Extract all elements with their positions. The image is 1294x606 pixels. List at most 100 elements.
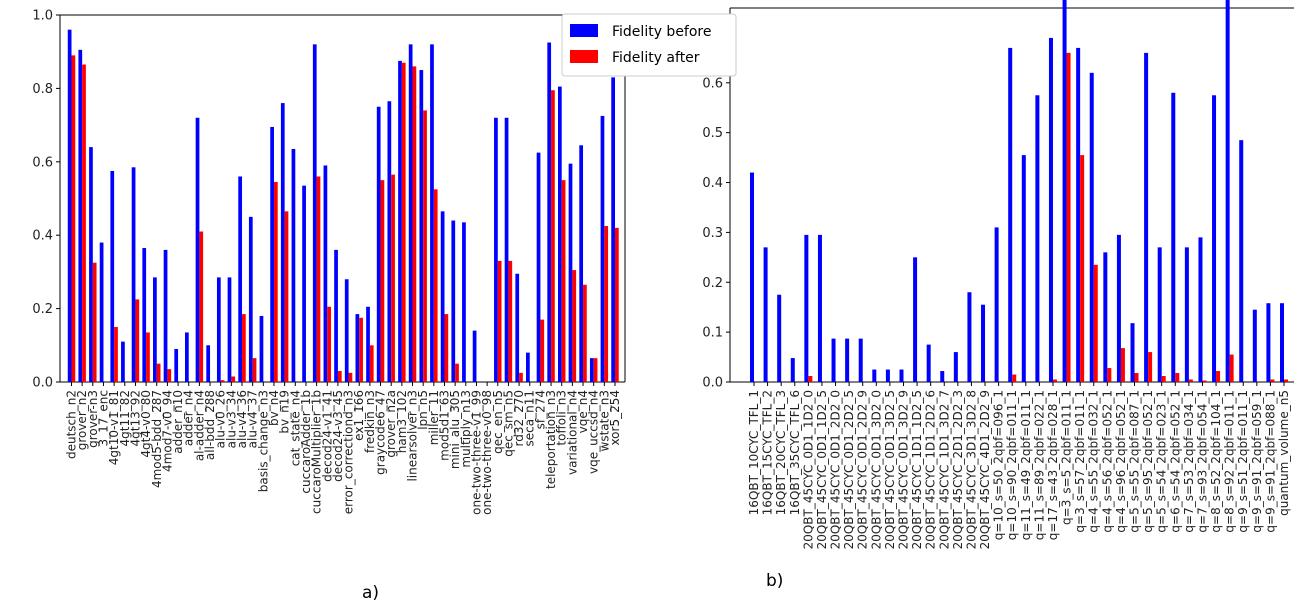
b-bar-before — [967, 292, 972, 382]
a-bar-before — [323, 165, 328, 382]
b-xtick-label: q=5_s=54_2qbf=023_1 — [1155, 390, 1169, 533]
a-bar-after — [327, 306, 331, 382]
a-xtick-label: 4gt13_92 — [128, 390, 142, 447]
a-bar-after — [273, 181, 278, 382]
a-bar-after — [82, 64, 86, 383]
a-bar-before — [611, 77, 615, 382]
b-bar-before — [1048, 37, 1053, 383]
a-bar-before — [227, 277, 232, 382]
a-bar-after — [348, 372, 353, 382]
a-bar-before — [589, 358, 594, 382]
b-bar-before — [750, 172, 754, 382]
a-bar-after — [444, 314, 449, 382]
a-ytick-label: 0.2 — [32, 302, 53, 317]
b-bar-before — [1076, 47, 1081, 382]
b-xtick-label: 20QBT_45CYC_1D1_1D2_5 — [910, 390, 924, 549]
b-xtick-label: 16QBT_35CYC_TFL_6 — [788, 390, 802, 515]
b-bar-after — [1188, 379, 1193, 382]
a-bar-before — [387, 101, 392, 383]
a-xtick-label: basis_change_n3 — [256, 390, 270, 492]
b-bar-before — [953, 352, 958, 382]
b-ytick-label: 0.2 — [702, 276, 723, 291]
a-ytick-label: 1.0 — [32, 9, 53, 24]
b-bar-after — [808, 376, 813, 382]
b-ytick-label: 0.4 — [702, 176, 723, 191]
b-bar-before — [1225, 0, 1230, 383]
a-bar-before — [398, 60, 402, 382]
a-ytick-label: 0.6 — [32, 155, 53, 170]
a-bar-after — [401, 62, 406, 383]
legend-label-after: Fidelity after — [612, 50, 700, 66]
b-xtick-label: q=7_s=93_2qbf=054_1 — [1195, 390, 1209, 533]
a-bar-after — [391, 174, 395, 382]
a-bar-before — [195, 117, 200, 382]
a-bar-after — [114, 326, 118, 382]
a-bar-after — [167, 369, 172, 382]
b-xtick-label: q=3_s=5_2qbf=011_1 — [1060, 390, 1074, 525]
a-xtick-label: mod5d1_63 — [437, 390, 451, 461]
a-bar-before — [99, 242, 104, 382]
b-xtick-label: q=11_s=89_2qbf=022_1 — [1032, 390, 1046, 540]
b-bar-before — [1212, 95, 1217, 383]
a-bar-before — [515, 273, 520, 382]
a-bar-after — [92, 262, 97, 382]
legend-label-before: Fidelity before — [612, 24, 711, 40]
chart-a: 0.00.20.40.60.81.0deutsch_n2grover_n2gro… — [32, 9, 626, 515]
b-bar-before — [1171, 92, 1176, 383]
a-bar-after — [583, 284, 587, 382]
a-bar-after — [433, 189, 438, 382]
b-xtick-label: q=6_s=54_2qbf=052_1 — [1168, 390, 1182, 533]
b-bar-before — [994, 227, 999, 382]
b-xtick-label: 20QBT_45CYC_0D1_1D2_0 — [801, 390, 815, 549]
a-bar-after — [519, 372, 523, 382]
a-xtick-label: mini_alu_305 — [448, 390, 462, 469]
a-bar-before — [536, 152, 541, 382]
b-xtick-label: q=9_s=91_2qbf=059_1 — [1250, 390, 1264, 533]
a-bar-before — [568, 163, 573, 382]
a-bar-before — [419, 70, 424, 383]
b-bar-before — [885, 369, 890, 382]
b-bar-after — [1066, 52, 1071, 382]
a-bar-after — [337, 370, 342, 382]
a-xtick-label: vqe_n4 — [576, 390, 590, 433]
a-xtick-label: alu-v3_34 — [224, 390, 238, 448]
a-bar-after — [220, 380, 225, 382]
a-xtick-label: decod24-v1_41 — [320, 390, 334, 482]
b-xtick-label: 20QBT_45CYC_0D1_3D2_9 — [896, 390, 910, 549]
a-xtick-label: al-adder_n4 — [192, 390, 206, 461]
b-bar-after — [1229, 354, 1234, 382]
a-bar-before — [131, 167, 136, 382]
a-xtick-label: error_correctiond_n3 — [342, 390, 356, 514]
a-xtick-label: ex1_166 — [352, 390, 366, 441]
a-bar-after — [380, 180, 385, 382]
b-xtick-label: q=4_s=96_2qbf=052_1 — [1114, 390, 1128, 533]
b-xtick-label: q=8_s=92_2qbf=011_1 — [1223, 390, 1237, 533]
a-bar-before — [110, 170, 115, 382]
b-ytick-label: 0.0 — [702, 376, 723, 391]
a-bar-before — [472, 330, 477, 382]
legend-swatch-before — [570, 24, 598, 37]
b-xtick-label: q=4_s=55_2qbf=032_1 — [1087, 390, 1101, 533]
b-bar-after — [1148, 352, 1153, 382]
a-bar-before — [238, 176, 243, 382]
b-xtick-label: q=4_s=56_2qbf=052_1 — [1100, 390, 1114, 533]
a-bar-before — [163, 249, 168, 382]
a-bar-before — [142, 248, 147, 382]
a-xtick-label: all-bdd_288 — [203, 390, 217, 460]
a-bar-before — [184, 332, 189, 382]
a-bar-before — [494, 117, 498, 382]
a-xtick-label: qec_sm_n5 — [501, 390, 515, 457]
b-xtick-label: q=5_s=55_2qbf=087_1 — [1128, 390, 1142, 533]
legend: Fidelity before Fidelity after — [561, 13, 737, 77]
a-xtick-label: one-two-three-v0_98 — [480, 390, 494, 515]
b-bar-before — [1035, 95, 1040, 383]
a-bar-before — [547, 42, 552, 383]
a-bar-after — [156, 363, 161, 382]
b-bar-before — [1144, 52, 1149, 382]
b-bar-before — [804, 234, 809, 382]
b-bar-before — [1130, 323, 1135, 382]
b-xtick-label: q=10_s=50_2qbf=096_1 — [992, 390, 1006, 540]
b-bar-before — [1266, 303, 1271, 382]
a-bar-after — [369, 345, 374, 382]
b-bar-before — [1252, 309, 1257, 382]
